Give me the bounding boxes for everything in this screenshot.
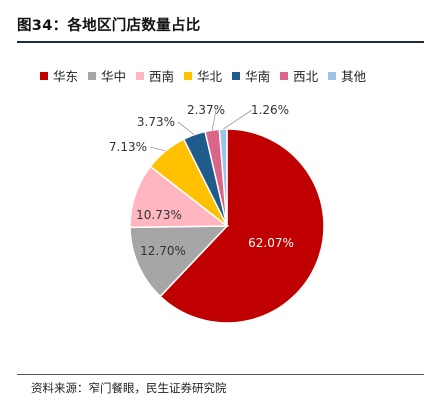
data-label-east: 62.07% <box>248 236 294 250</box>
legend-swatch <box>136 71 145 80</box>
legend-swatch <box>184 71 193 80</box>
legend-label: 华南 <box>245 69 271 84</box>
data-label-other: 1.26% <box>251 103 289 117</box>
data-label-southwest: 10.73% <box>136 208 182 222</box>
pie-slices <box>129 128 325 324</box>
leader-line-north <box>149 146 166 152</box>
source-rule <box>17 374 424 375</box>
data-labels: 62.07% 12.70% 10.73% 7.13% 3.73% 2.37% 1.26% <box>109 103 294 258</box>
leader-line-northwest <box>211 109 217 131</box>
data-label-central: 12.70% <box>140 244 186 258</box>
legend-label: 其他 <box>341 69 367 84</box>
pie-slice-east <box>159 128 325 324</box>
leader-line-other <box>222 109 253 130</box>
legend-item-other: 其他 <box>328 66 366 85</box>
legend-swatch <box>280 71 289 80</box>
legend-item-north: 华北 <box>184 66 222 85</box>
source-note: 资料来源：窄门餐眼，民生证券研究院 <box>31 381 227 395</box>
legend-label: 西南 <box>149 69 175 84</box>
legend-item-south: 华南 <box>232 66 270 85</box>
legend-label: 华北 <box>197 69 223 84</box>
legend: 华东 华中 西南 华北 华南 西北 其他 <box>40 66 420 85</box>
legend-label: 华东 <box>53 69 79 84</box>
legend-swatch <box>232 71 241 80</box>
legend-item-east: 华东 <box>40 66 78 85</box>
data-label-northwest: 2.37% <box>187 103 225 117</box>
chart-title: 图34：各地区门店数量占比 <box>17 18 201 34</box>
data-label-north: 7.13% <box>109 140 147 154</box>
leader-lines <box>149 109 253 152</box>
legend-label: 华中 <box>101 69 127 84</box>
legend-item-southwest: 西南 <box>136 66 174 85</box>
legend-swatch <box>328 71 337 80</box>
legend-label: 西北 <box>293 69 319 84</box>
data-label-south: 3.73% <box>137 115 175 129</box>
title-rule <box>17 41 424 43</box>
legend-swatch <box>88 71 97 80</box>
legend-item-northwest: 西北 <box>280 66 318 85</box>
pie-slice-other <box>218 128 228 227</box>
legend-item-central: 华中 <box>88 66 126 85</box>
leader-line-south <box>177 121 195 136</box>
legend-swatch <box>40 71 48 80</box>
pie-slice-central <box>129 225 229 298</box>
